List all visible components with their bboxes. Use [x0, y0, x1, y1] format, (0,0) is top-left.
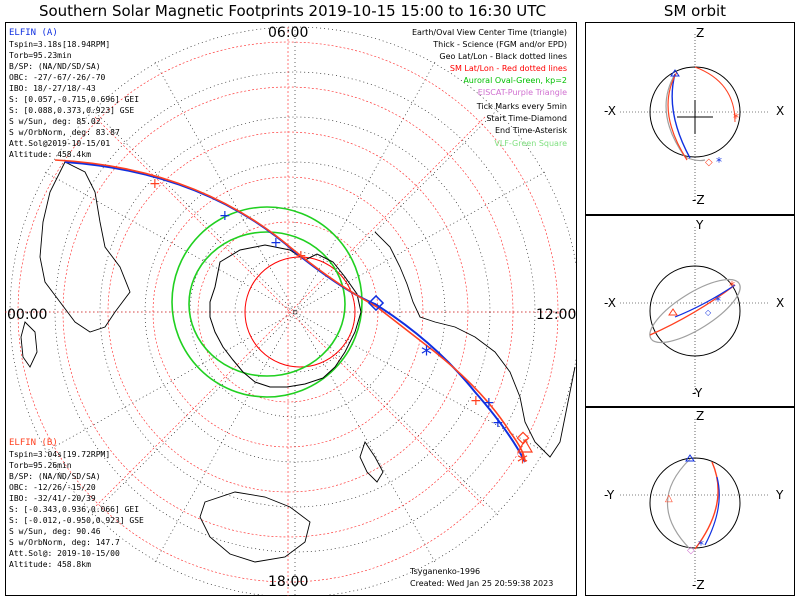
elfin-b-line: S: [-0.343,0.936,0.066] GEI	[9, 505, 140, 514]
svg-text:+: +	[470, 393, 482, 409]
antarctica-coastline	[209, 244, 362, 388]
orbit-xz-right: X	[776, 104, 785, 118]
svg-text:*: *	[733, 111, 739, 125]
orbit-panel-xz	[585, 22, 795, 215]
nz-coastline	[359, 440, 384, 483]
africa-coastline	[39, 161, 131, 333]
south-america-coastline	[374, 231, 576, 458]
view-center-triangle	[516, 438, 534, 453]
elfin-b-name: ELFIN (B)	[9, 438, 58, 448]
elfin-a-line: Torb=95.23min	[9, 51, 72, 60]
svg-text:△: △	[665, 493, 673, 504]
orbit-panel-yz	[585, 407, 795, 596]
orbit-title: SM orbit	[663, 2, 727, 20]
legend-item: Geo Lat/Lon - Black dotted lines	[439, 52, 567, 61]
orbit-xy-left: -X	[604, 296, 616, 310]
elfin-b-line: Torb=95.26min	[9, 461, 72, 470]
elfin-a-name: ELFIN (A)	[9, 28, 58, 38]
elfin-b-line: B/SP: (NA/ND/SD/SA)	[9, 472, 101, 481]
elfin-a-start-diamond	[367, 294, 385, 312]
legend-item: End Time-Asterisk	[494, 126, 567, 135]
orbit-yz-bottom: -Z	[692, 578, 705, 592]
svg-text:+: +	[492, 415, 504, 431]
orbit-xy-top: Y	[696, 218, 704, 232]
svg-text:+: +	[219, 208, 231, 224]
svg-text:+: +	[270, 235, 282, 251]
legend-item: Tick Marks every 5min	[476, 102, 567, 111]
elfin-a-line: Altitude: 458.4km	[9, 150, 91, 159]
svg-text:◇: ◇	[705, 308, 712, 317]
clock-label-right: 12:00	[536, 307, 577, 323]
australia-coastline	[199, 491, 311, 563]
chart-title: Southern Solar Magnetic Footprints 2019-…	[38, 2, 547, 20]
orbit-xy-right: X	[776, 296, 785, 310]
created-stamp: Created: Wed Jan 25 20:59:38 2023	[410, 579, 554, 588]
legend-item: Auroral Oval-Green, kp=2	[463, 76, 567, 85]
clock-label-bottom: 18:00	[268, 574, 309, 590]
elfin-b-line: S w/Sun, deg: 90.46	[9, 527, 101, 536]
elfin-b-info: ELFIN (B) Tspin=3.04s[19.72RPM] Torb=95.…	[9, 438, 144, 570]
elfin-a-line: S w/Sun, deg: 85.02	[9, 117, 101, 126]
orbit-xy-bottom: -Y	[692, 386, 703, 400]
orbit-plot-yz: △ * ◇	[620, 419, 770, 583]
svg-text:+: +	[483, 395, 495, 411]
madagascar-coastline	[20, 321, 38, 368]
svg-text:*: *	[698, 538, 704, 552]
elfin-b-line: S: [-0.012,-0.950,0.923] GSE	[9, 516, 144, 525]
elfin-b-line: Altitude: 458.8km	[9, 560, 91, 569]
legend-item: EISCAT-Purple Triangle	[477, 88, 567, 97]
legend-item: Earth/Oval View Center Time (triangle)	[411, 28, 567, 37]
orbit-yz-right: Y	[776, 488, 784, 502]
orbit-plot-xz: * * ◇	[620, 34, 770, 202]
orbit-xz-bottom: -Z	[692, 193, 705, 207]
orbit-plot-xy: * * ◇	[620, 227, 770, 393]
elfin-a-line: S: [0.088,0.373,0.923] GSE	[9, 106, 135, 115]
elfin-a-line: S: [0.057,-0.715,0.696] GEI	[9, 95, 140, 104]
footprint-map: + + + + + + + * *	[5, 22, 577, 596]
model-credit: Tsyganenko-1996	[410, 567, 481, 576]
sm-grid	[5, 27, 577, 596]
auroral-oval	[171, 206, 363, 398]
legend-item: Start Time-Diamond	[486, 114, 567, 123]
legend-item: SM Lat/Lon - Red dotted lines	[449, 64, 567, 73]
elfin-b-line: IBO: -32/41/-20/39	[9, 494, 96, 503]
footprint-map-frame	[5, 22, 577, 596]
clock-label-top: 06:00	[268, 25, 309, 41]
elfin-a-line: B/SP: (NA/ND/SD/SA)	[9, 62, 101, 71]
elfin-a-line: S w/OrbNorm, deg: 83.87	[9, 128, 120, 137]
track-ticks: + + + + + + +	[149, 176, 504, 431]
orbit-yz-top: Z	[696, 409, 705, 423]
svg-text:*: *	[729, 279, 735, 293]
elfin-b-line: Tspin=3.04s[19.72RPM]	[9, 450, 111, 459]
orbit-xz-top: Z	[696, 26, 705, 40]
elfin-b-line: Att.Sol@: 2019-10-15/00	[9, 549, 120, 558]
svg-text:◇: ◇	[705, 157, 713, 168]
svg-text:*: *	[715, 294, 721, 308]
elfin-a-line: Tspin=3.18s[18.94RPM]	[9, 40, 111, 49]
elfin-a-info: ELFIN (A) Tspin=3.18s[18.94RPM] Torb=95.…	[9, 28, 139, 160]
clock-label-left: 00:00	[7, 307, 48, 323]
legend-item: VLF-Green Square	[494, 139, 567, 148]
elfin-a-line: OBC: -27/-67/-26/-70	[9, 73, 106, 82]
elfin-b-line: S w/OrbNorm, deg: 147.7	[9, 538, 120, 547]
orbit-panel-xy	[585, 215, 795, 407]
svg-text:+: +	[295, 248, 307, 264]
svg-text:◇: ◇	[687, 545, 695, 556]
legend-item: Thick - Science (FGM and/or EPD)	[433, 40, 567, 49]
orbit-yz-left: -Y	[604, 488, 615, 502]
elfin-b-line: OBC: -12/26/-15/20	[9, 483, 96, 492]
elfin-a-line: Att.Sol@2019-10-15/01	[9, 139, 111, 148]
elfin-b-end-asterisk: *	[517, 451, 528, 476]
elfin-a-line: IBO: 18/-27/18/-43	[9, 84, 96, 93]
elfin-b-track	[54, 159, 526, 463]
orbit-xz-left: -X	[604, 104, 616, 118]
svg-text:*: *	[716, 155, 722, 169]
svg-text:+: +	[149, 176, 161, 192]
elfin-a-end-asterisk: *	[421, 343, 432, 368]
